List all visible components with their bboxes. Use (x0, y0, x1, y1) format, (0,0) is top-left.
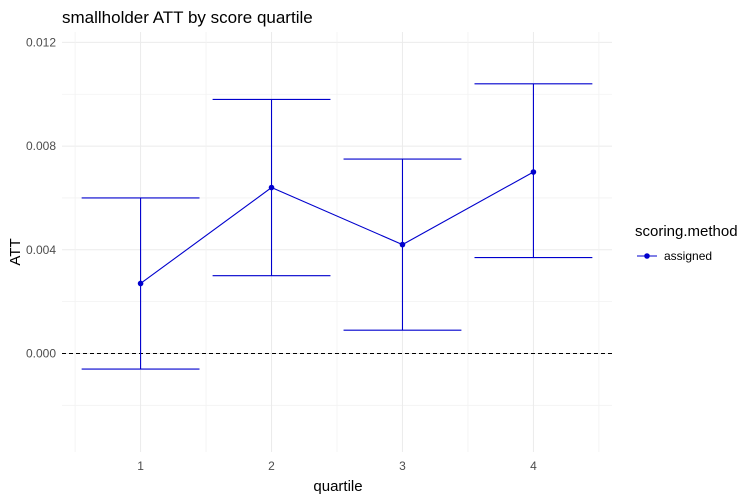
y-axis-ticks: 0.000 0.004 0.008 0.012 (26, 35, 56, 360)
legend-key-point (644, 253, 650, 259)
data-point (399, 241, 406, 248)
legend: scoring.method assigned (635, 223, 738, 263)
data-point (530, 169, 537, 175)
series-line-assigned (140, 171, 534, 284)
y-axis-title: ATT (7, 238, 24, 265)
y-tick-label: 0.004 (26, 243, 56, 257)
data-point (268, 184, 275, 191)
x-tick-label: 1 (137, 459, 144, 473)
y-tick-label: 0.012 (26, 35, 56, 49)
series-layer (81, 83, 593, 370)
y-tick-label: 0.008 (26, 139, 56, 153)
data-point (137, 280, 144, 287)
x-axis-title: quartile (313, 478, 362, 495)
y-tick-label: 0.000 (26, 346, 56, 360)
legend-label-assigned: assigned (664, 249, 712, 263)
x-tick-label: 2 (268, 459, 275, 473)
legend-title: scoring.method (635, 223, 738, 240)
x-axis-ticks: 1 2 3 4 (137, 459, 537, 473)
x-tick-label: 4 (530, 459, 537, 473)
chart-title: smallholder ATT by score quartile (62, 8, 313, 27)
grid-lines (62, 32, 612, 452)
x-tick-label: 3 (399, 459, 406, 473)
